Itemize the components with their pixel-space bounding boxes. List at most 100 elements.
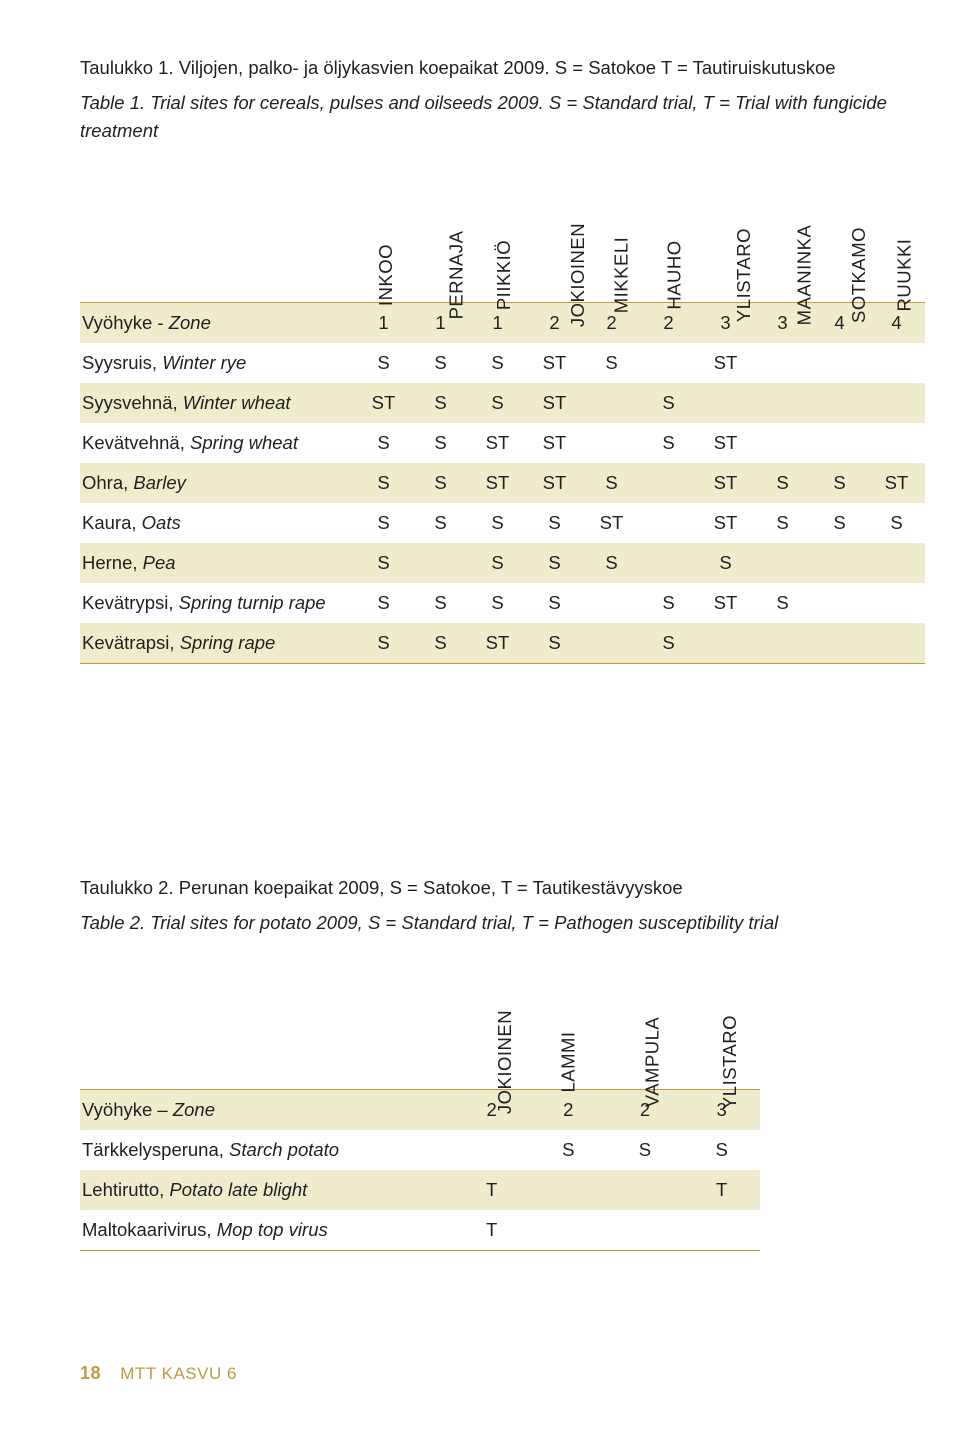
data-cell: S [355,623,412,664]
row-label-fi: Kevätrypsi, [82,592,179,613]
data-cell: S [526,623,583,664]
data-cell: ST [469,423,526,463]
row-header: Herne, Pea [80,543,355,583]
column-label: VAMPULA [641,1017,663,1108]
data-cell: ST [697,343,754,383]
data-cell: S [754,463,811,503]
column-label: YLISTARO [733,228,755,322]
table-row: Syysvehnä, Winter wheatSTSSSTS [80,383,925,423]
row-label-en: Zone [173,1099,215,1120]
data-cell [640,543,697,583]
column-header: LAMMI [530,943,607,1089]
data-cell [583,623,640,664]
data-cell: S [412,343,469,383]
data-cell [607,1210,684,1251]
row-header: Kevätrapsi, Spring rape [80,623,355,664]
row-label-fi: Kevätvehnä, [82,432,190,453]
column-label: MAANINKA [793,225,815,326]
row-header: Kaura, Oats [80,503,355,543]
row-header: Vyöhyke - Zone [80,303,355,344]
data-cell: S [754,503,811,543]
data-cell: S [412,503,469,543]
table-row: Kaura, OatsSSSSSTSTSSS [80,503,925,543]
data-cell: 1 [355,303,412,344]
data-cell [811,383,868,423]
column-label: YLISTARO [719,1015,741,1109]
data-cell: S [469,583,526,623]
table1-caption-fi: Taulukko 1. Viljojen, palko- ja öljykasv… [80,54,914,83]
column-header: HAUHO [640,156,697,302]
data-cell: S [583,543,640,583]
blank-header [80,943,453,1089]
data-cell: S [583,463,640,503]
data-cell [640,503,697,543]
data-cell: S [412,623,469,664]
row-header: Maltokaarivirus, Mop top virus [80,1210,453,1251]
row-label-en: Spring wheat [190,432,298,453]
data-cell [583,383,640,423]
table2-caption-en: Table 2. Trial sites for potato 2009, S … [80,909,914,938]
row-label-en: Spring turnip rape [179,592,326,613]
table-row: Kevätvehnä, Spring wheatSSSTSTSST [80,423,925,463]
row-header: Tärkkelysperuna, Starch potato [80,1130,453,1170]
row-label-fi: Vyöhyke – [82,1099,173,1120]
column-header: YLISTARO [697,156,754,302]
table-row: Lehtirutto, Potato late blightTT [80,1170,760,1210]
table1-head: INKOOPERNAJAPIIKKIÖJOKIOINENMIKKELIHAUHO… [80,156,925,303]
data-cell [754,423,811,463]
row-header: Syysvehnä, Winter wheat [80,383,355,423]
column-header: INKOO [355,156,412,302]
data-cell: S [469,503,526,543]
data-cell: S [412,423,469,463]
row-label-fi: Tärkkelysperuna, [82,1139,229,1160]
column-label: INKOO [375,244,397,306]
data-cell [640,343,697,383]
column-label: PERNAJA [445,231,467,320]
column-header: JOKIOINEN [526,156,583,302]
data-cell [811,623,868,664]
data-cell [868,543,925,583]
data-cell: S [683,1130,760,1170]
column-header: SOTKAMO [811,156,868,302]
data-cell [868,623,925,664]
row-header: Vyöhyke – Zone [80,1090,453,1131]
data-cell: S [640,423,697,463]
data-cell: ST [697,583,754,623]
row-label-fi: Vyöhyke - [82,312,169,333]
row-label-en: Pea [143,552,176,573]
data-cell: S [526,543,583,583]
data-cell: S [526,503,583,543]
column-header: MIKKELI [583,156,640,302]
data-cell [754,543,811,583]
column-header: YLISTARO [683,943,760,1089]
row-label-en: Winter rye [162,352,246,373]
column-label: MIKKELI [610,237,632,314]
table2: JOKIOINENLAMMIVAMPULAYLISTARO Vyöhyke – … [80,943,760,1251]
data-cell: S [412,583,469,623]
column-header: VAMPULA [607,943,684,1089]
data-cell [583,583,640,623]
data-cell: ST [697,423,754,463]
table2-body: Vyöhyke – Zone2223Tärkkelysperuna, Starc… [80,1090,760,1251]
row-header: Kevätrypsi, Spring turnip rape [80,583,355,623]
row-label-fi: Kevätrapsi, [82,632,180,653]
row-label-fi: Ohra, [82,472,133,493]
row-label-fi: Maltokaarivirus, [82,1219,217,1240]
data-cell: S [412,463,469,503]
data-cell: S [469,343,526,383]
data-cell: S [640,583,697,623]
data-cell [754,623,811,664]
table1-caption-en: Table 1. Trial sites for cereals, pulses… [80,89,914,146]
table1-body: Vyöhyke - Zone1112223344Syysruis, Winter… [80,303,925,664]
data-cell [754,343,811,383]
table-row: Herne, PeaSSSSS [80,543,925,583]
data-cell: S [697,543,754,583]
row-label-fi: Kaura, [82,512,142,533]
table2-head: JOKIOINENLAMMIVAMPULAYLISTARO [80,943,760,1090]
row-label-en: Starch potato [229,1139,339,1160]
row-header: Ohra, Barley [80,463,355,503]
row-label-fi: Syysruis, [82,352,162,373]
row-label-en: Potato late blight [169,1179,307,1200]
row-label-en: Barley [133,472,185,493]
data-cell [640,463,697,503]
